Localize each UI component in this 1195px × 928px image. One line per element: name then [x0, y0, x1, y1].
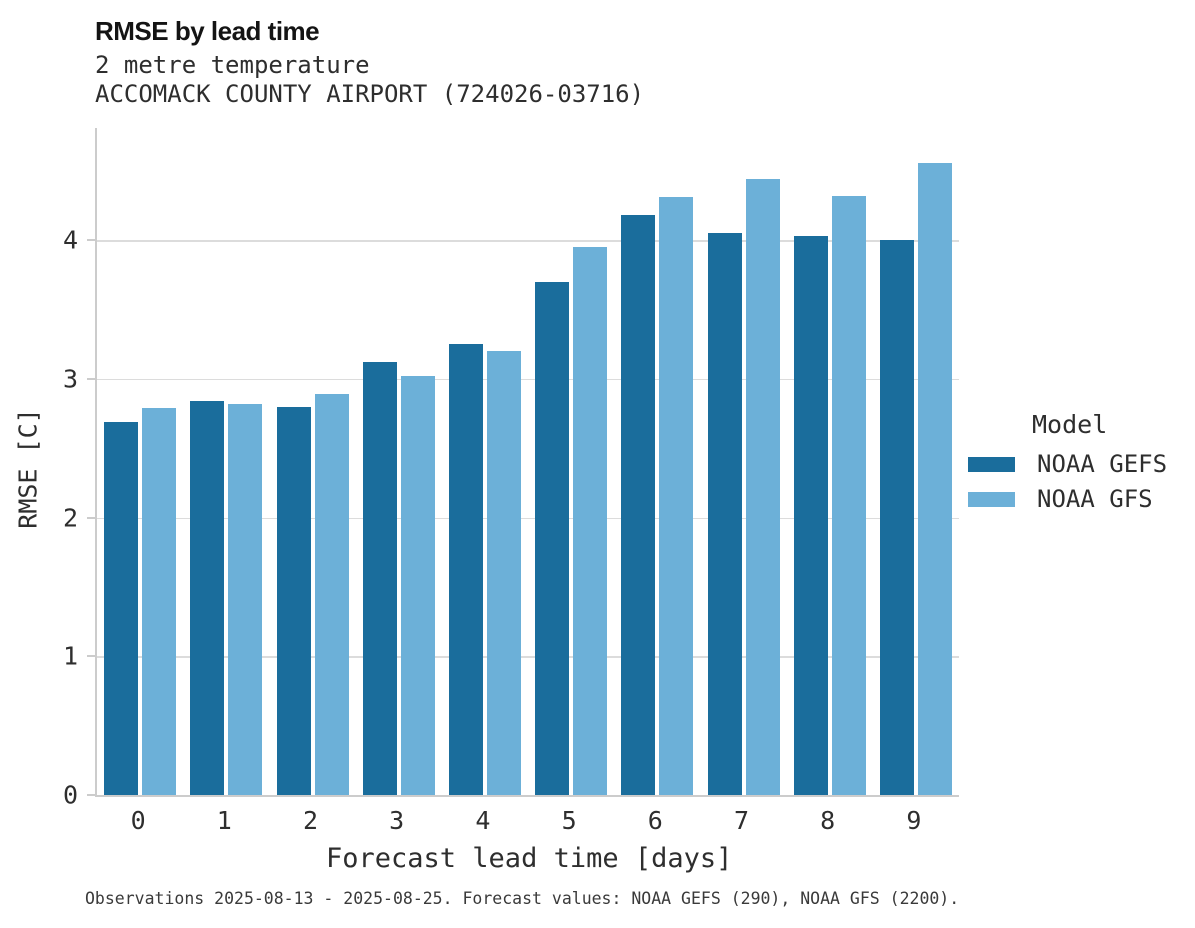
gridline-y-4	[97, 240, 959, 242]
bar-noaa-gfs-day-8	[831, 195, 866, 795]
plot-area	[95, 128, 959, 797]
bar-noaa-gefs-day-0	[104, 421, 139, 795]
bar-noaa-gfs-day-1	[228, 403, 263, 795]
y-tick-mark-0	[87, 794, 95, 796]
chart-title: RMSE by lead time	[95, 16, 320, 46]
x-axis-label: Forecast lead time [days]	[326, 843, 733, 874]
bar-noaa-gefs-day-7	[707, 233, 742, 795]
bar-noaa-gfs-day-7	[745, 179, 780, 795]
y-tick-mark-1	[87, 655, 95, 658]
bar-noaa-gefs-day-5	[535, 281, 570, 795]
y-tick-mark-3	[87, 377, 95, 380]
legend-label: NOAA GFS	[1037, 485, 1153, 513]
legend: Model NOAA GEFS NOAA GFS	[968, 410, 1167, 523]
bar-noaa-gefs-day-2	[276, 406, 311, 795]
y-tick-label-4: 4	[62, 225, 78, 255]
bar-noaa-gefs-day-1	[190, 401, 225, 795]
y-tick-label-0: 0	[62, 780, 78, 810]
bar-noaa-gefs-day-3	[362, 362, 397, 795]
bar-noaa-gfs-day-0	[142, 408, 177, 795]
y-tick-mark-2	[87, 516, 95, 519]
bar-noaa-gefs-day-8	[793, 236, 828, 795]
y-tick-mark-4	[87, 239, 95, 242]
legend-item-noaa-gfs: NOAA GFS	[968, 485, 1167, 513]
x-tick-label-1: 1	[216, 806, 232, 835]
x-tick-label-5: 5	[561, 806, 577, 835]
bar-noaa-gfs-day-3	[400, 376, 435, 795]
x-tick-label-3: 3	[389, 806, 405, 835]
gridline-y-3	[97, 378, 959, 381]
bar-noaa-gefs-day-6	[621, 215, 656, 795]
legend-item-noaa-gefs: NOAA GEFS	[968, 450, 1168, 478]
chart-subtitle: 2 metre temperature	[95, 51, 370, 79]
x-tick-label-8: 8	[820, 806, 836, 835]
bar-noaa-gefs-day-9	[879, 240, 914, 795]
bar-noaa-gfs-day-5	[573, 247, 608, 795]
chart-station: ACCOMACK COUNTY AIRPORT (724026-03716)	[95, 80, 645, 108]
bar-noaa-gefs-day-4	[448, 344, 483, 795]
legend-label: NOAA GEFS	[1037, 450, 1168, 478]
y-tick-label-1: 1	[62, 641, 78, 671]
legend-title: Model	[1032, 410, 1108, 439]
x-tick-label-2: 2	[302, 806, 319, 835]
chart-caption: Observations 2025-08-13 - 2025-08-25. Fo…	[85, 889, 960, 908]
bar-noaa-gfs-day-9	[917, 162, 952, 795]
x-tick-label-6: 6	[647, 806, 663, 835]
gridline-y-2	[97, 517, 959, 520]
x-tick-label-0: 0	[130, 806, 146, 835]
legend-rows: NOAA GEFS NOAA GFS	[968, 450, 1168, 513]
legend-swatch-icon	[968, 456, 1015, 472]
x-tick-label-4: 4	[475, 806, 491, 835]
bar-noaa-gfs-day-6	[659, 197, 694, 795]
y-tick-label-2: 2	[62, 503, 78, 533]
x-tick-label-7: 7	[733, 806, 750, 835]
x-tick-label-9: 9	[906, 806, 922, 835]
legend-swatch-icon	[968, 491, 1015, 507]
bar-noaa-gfs-day-2	[314, 394, 349, 795]
y-tick-label-3: 3	[62, 364, 78, 394]
bar-noaa-gfs-day-4	[486, 351, 521, 795]
gridline-y-1	[97, 656, 959, 658]
